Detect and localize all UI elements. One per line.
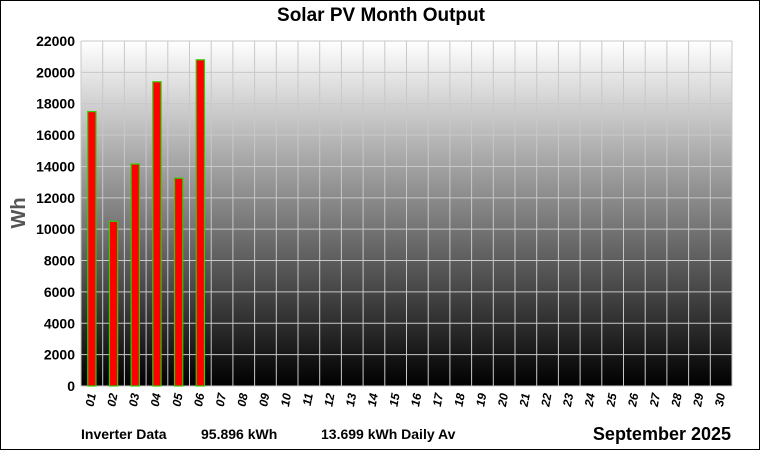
x-tick-label: 03 bbox=[126, 392, 142, 408]
x-tick-label: 28 bbox=[668, 392, 684, 409]
grid-lines bbox=[80, 40, 733, 387]
x-tick-label: 21 bbox=[517, 392, 533, 409]
y-tick-label: 20000 bbox=[36, 64, 75, 80]
x-tick-label: 10 bbox=[278, 392, 294, 408]
x-tick-label: 15 bbox=[386, 392, 402, 408]
y-tick-label: 12000 bbox=[36, 190, 75, 206]
y-tick-label: 10000 bbox=[36, 221, 75, 237]
y-tick-label: 4000 bbox=[44, 315, 75, 331]
bars bbox=[87, 59, 206, 387]
y-tick-label: 2000 bbox=[44, 347, 75, 363]
x-tick-label: 04 bbox=[148, 392, 164, 408]
x-tick-label: 14 bbox=[365, 392, 381, 408]
x-tick-label: 02 bbox=[104, 392, 120, 408]
footer-daily-average: 13.699 kWh Daily Av bbox=[321, 426, 456, 442]
bar-day-05 bbox=[173, 177, 184, 387]
footer-period: September 2025 bbox=[593, 424, 731, 444]
x-tick-label: 01 bbox=[83, 392, 99, 408]
x-tick-label: 18 bbox=[452, 392, 468, 408]
bar-day-06 bbox=[195, 59, 206, 387]
y-tick-label: 8000 bbox=[44, 253, 75, 269]
x-axis-ticks: 01 02 03 04 05 06 07 08 09 10 11 12 13 14 15 16 17 18 19 20… bbox=[83, 391, 728, 409]
y-tick-label: 14000 bbox=[36, 158, 75, 174]
footer-source: Inverter Data bbox=[81, 426, 167, 442]
y-tick-label: 18000 bbox=[36, 96, 75, 112]
x-tick-label: 13 bbox=[343, 392, 359, 408]
x-tick-label: 17 bbox=[430, 391, 446, 408]
x-tick-label: 30 bbox=[712, 392, 728, 408]
x-tick-label: 08 bbox=[235, 392, 251, 408]
y-tick-label: 22000 bbox=[36, 33, 75, 49]
x-tick-label: 20 bbox=[495, 392, 511, 409]
bar-day-03 bbox=[130, 163, 140, 387]
bar-day-01 bbox=[87, 110, 97, 387]
bar-day-02 bbox=[108, 220, 119, 387]
x-tick-label: 06 bbox=[191, 392, 207, 408]
bar-day-04 bbox=[152, 81, 162, 387]
y-axis-ticks: 0 2000 4000 6000 8000 10000 12000 14000 16000 180… bbox=[36, 33, 75, 394]
x-tick-label: 09 bbox=[256, 392, 272, 408]
x-tick-label: 16 bbox=[408, 392, 424, 408]
x-tick-label: 24 bbox=[582, 392, 598, 409]
x-tick-label: 05 bbox=[169, 392, 185, 408]
x-tick-label: 11 bbox=[300, 392, 316, 407]
x-tick-label: 23 bbox=[560, 392, 576, 409]
x-tick-label: 25 bbox=[603, 392, 619, 409]
x-tick-label: 29 bbox=[690, 392, 706, 409]
x-tick-label: 19 bbox=[473, 392, 489, 408]
x-tick-label: 27 bbox=[647, 391, 664, 409]
x-tick-label: 07 bbox=[213, 391, 229, 408]
x-tick-label: 12 bbox=[321, 392, 337, 408]
y-tick-label: 6000 bbox=[44, 284, 75, 300]
x-tick-label: 22 bbox=[538, 392, 554, 409]
y-tick-label: 0 bbox=[67, 378, 75, 394]
x-tick-label: 26 bbox=[625, 392, 641, 409]
footer-total: 95.896 kWh bbox=[201, 426, 277, 442]
y-tick-label: 16000 bbox=[36, 127, 75, 143]
y-axis-label: Wh bbox=[8, 197, 30, 228]
chart-title: Solar PV Month Output bbox=[277, 5, 486, 26]
